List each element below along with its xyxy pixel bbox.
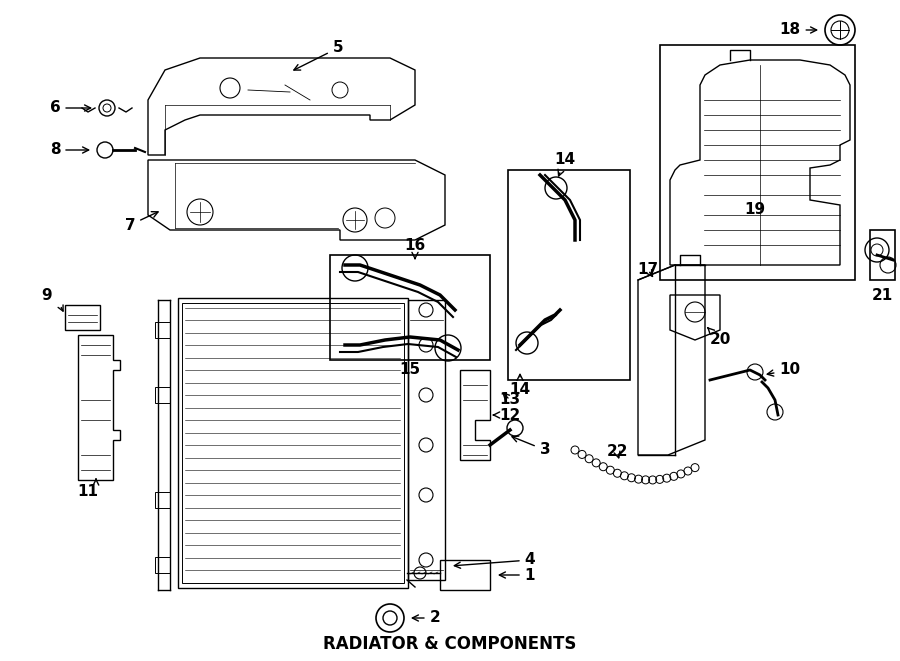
Text: 11: 11 — [77, 485, 98, 500]
Text: 21: 21 — [871, 288, 893, 303]
Text: 10: 10 — [768, 362, 801, 377]
Text: 13: 13 — [500, 393, 520, 407]
Text: RADIATOR & COMPONENTS: RADIATOR & COMPONENTS — [323, 635, 577, 653]
Text: 4: 4 — [454, 553, 536, 568]
Text: 17: 17 — [637, 262, 659, 278]
Text: 19: 19 — [744, 202, 766, 217]
Text: 7: 7 — [125, 212, 158, 233]
Text: 1: 1 — [500, 568, 536, 582]
Text: 3: 3 — [512, 436, 550, 457]
Text: 12: 12 — [493, 407, 520, 422]
Text: 9: 9 — [41, 288, 52, 303]
Text: 15: 15 — [400, 362, 420, 377]
Text: 14: 14 — [509, 374, 531, 397]
Text: 22: 22 — [607, 444, 628, 459]
Text: 8: 8 — [50, 143, 89, 157]
Text: 20: 20 — [707, 328, 731, 348]
Text: 16: 16 — [404, 237, 426, 258]
Text: 5: 5 — [294, 40, 343, 70]
Text: 18: 18 — [779, 22, 816, 38]
Text: 14: 14 — [554, 153, 576, 176]
Text: 6: 6 — [50, 100, 91, 116]
Text: 2: 2 — [412, 611, 440, 625]
